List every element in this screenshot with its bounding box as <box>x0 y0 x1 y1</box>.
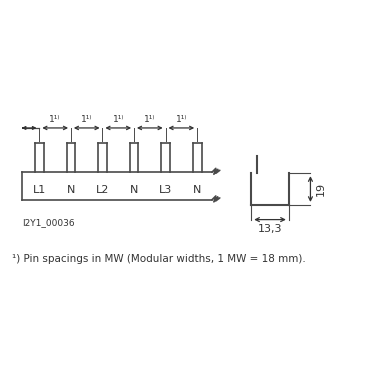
Text: L3: L3 <box>159 185 172 195</box>
Text: L2: L2 <box>96 185 109 195</box>
Text: ¹) Pin spacings in MW (Modular widths, 1 MW = 18 mm).: ¹) Pin spacings in MW (Modular widths, 1… <box>12 254 306 264</box>
Text: I2Y1_00036: I2Y1_00036 <box>22 218 74 227</box>
Text: 1¹⁾: 1¹⁾ <box>49 115 61 124</box>
Text: 1¹⁾: 1¹⁾ <box>176 115 187 124</box>
Text: 13,3: 13,3 <box>258 224 282 234</box>
Text: L1: L1 <box>33 185 46 195</box>
Text: 19: 19 <box>315 182 325 196</box>
Text: 1¹⁾: 1¹⁾ <box>144 115 156 124</box>
Text: N: N <box>193 185 201 195</box>
Text: 1¹⁾: 1¹⁾ <box>81 115 92 124</box>
Text: N: N <box>67 185 75 195</box>
Text: 1¹⁾: 1¹⁾ <box>112 115 124 124</box>
Text: N: N <box>130 185 138 195</box>
